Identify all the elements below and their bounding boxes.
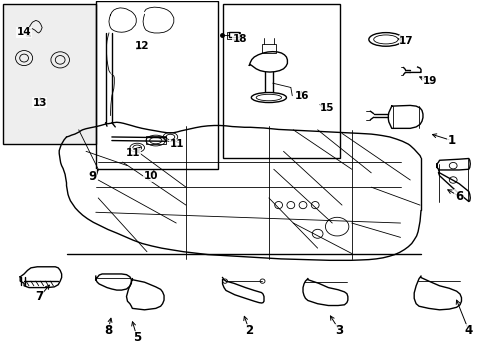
Text: 2: 2 xyxy=(245,324,253,337)
Text: 12: 12 xyxy=(135,41,149,50)
Text: 11: 11 xyxy=(170,139,184,149)
Text: 10: 10 xyxy=(143,171,158,181)
Bar xyxy=(96,1,217,169)
Text: 6: 6 xyxy=(454,190,462,203)
Text: 16: 16 xyxy=(294,91,308,101)
Bar xyxy=(261,44,276,53)
Text: 17: 17 xyxy=(398,36,413,46)
Text: 5: 5 xyxy=(133,331,141,344)
Text: 7: 7 xyxy=(36,290,44,303)
Text: 8: 8 xyxy=(103,324,112,337)
Text: 11: 11 xyxy=(126,148,140,158)
Text: 1: 1 xyxy=(447,134,455,147)
Text: 3: 3 xyxy=(335,324,343,337)
Bar xyxy=(222,4,339,158)
Text: 18: 18 xyxy=(232,35,246,44)
Bar xyxy=(227,32,239,39)
Bar xyxy=(3,4,96,144)
Bar xyxy=(228,32,238,37)
Text: 15: 15 xyxy=(320,103,334,113)
Text: 4: 4 xyxy=(464,324,472,337)
Text: 13: 13 xyxy=(32,98,47,108)
Text: 19: 19 xyxy=(422,76,436,86)
Text: 9: 9 xyxy=(88,170,96,183)
Text: 14: 14 xyxy=(17,27,31,37)
Bar xyxy=(146,136,165,144)
